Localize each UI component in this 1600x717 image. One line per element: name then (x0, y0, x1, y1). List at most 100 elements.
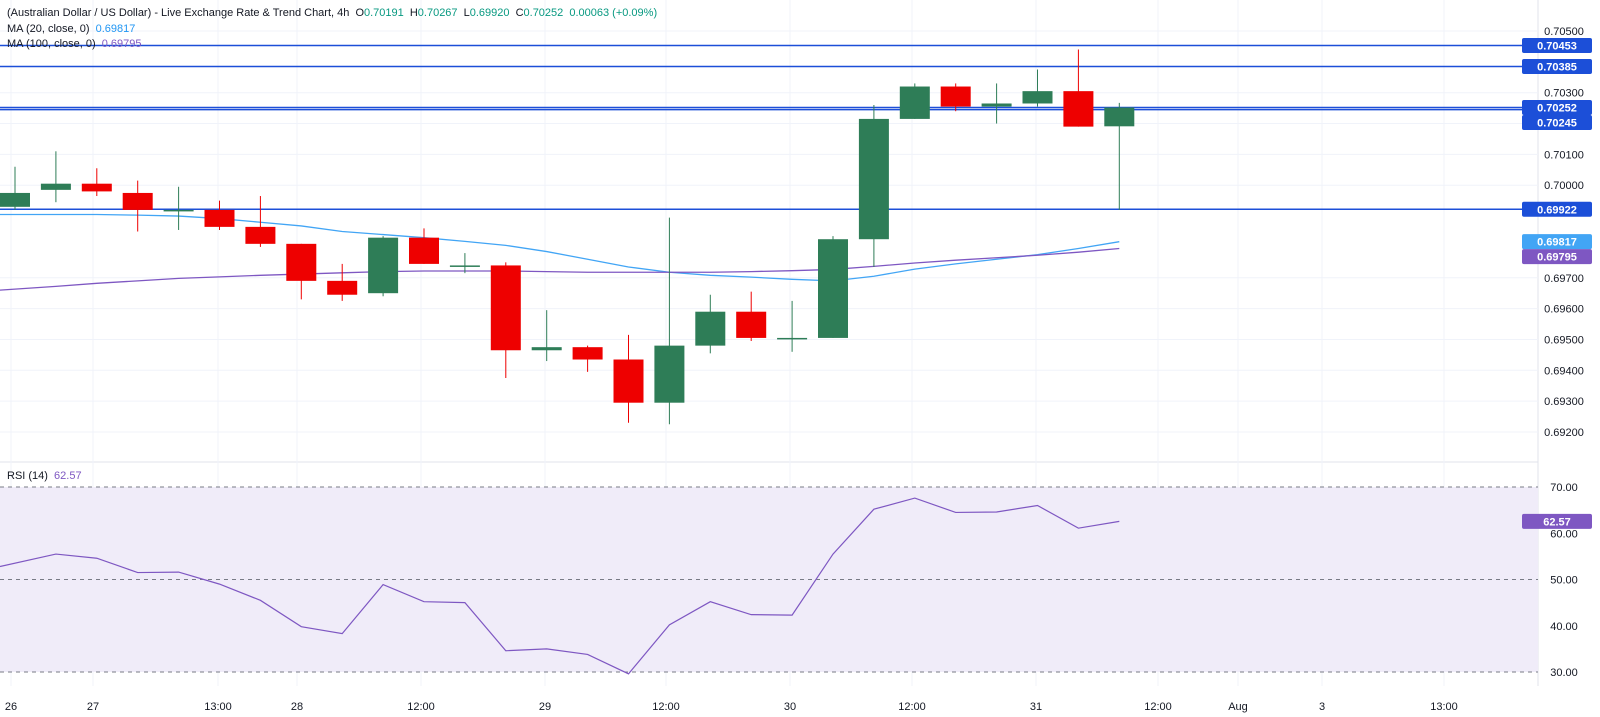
ma100-legend: MA (100, close, 0) 0.69795 (7, 37, 144, 52)
close-label: C (515, 7, 524, 19)
high-label: H (409, 7, 418, 19)
candle-body (490, 265, 521, 351)
rsi-legend: RSI (14) 62.57 (7, 469, 85, 484)
candle-body (327, 280, 358, 295)
low-value: 0.69920 (469, 7, 510, 19)
price-tag-label: 0.69817 (1537, 237, 1577, 249)
rsi-line (0, 497, 1120, 675)
rsi-tick-label: 60.00 (1550, 528, 1578, 540)
price-tick-label: 0.69300 (1544, 396, 1584, 408)
price-tick-label: 0.70300 (1544, 88, 1584, 100)
change-value: 0.00063 (+0.09%) (569, 7, 658, 19)
price-tags: 0.70453 0.70385 0.70252 0.70245 0.69922 0.698… (1522, 37, 1592, 529)
rsi-tag (1522, 513, 1592, 529)
time-tick-label: 27 (87, 701, 99, 713)
time-tick-label: 31 (1030, 701, 1042, 713)
price-tag-label: 0.69922 (1537, 204, 1577, 216)
candle-body (695, 311, 726, 346)
low-label: L (463, 7, 470, 19)
price-tick-label: 0.70500 (1544, 26, 1584, 38)
ma20-line (0, 213, 1120, 282)
time-tick-label: 12:00 (898, 701, 926, 713)
symbol-title: (Australian Dollar / US Dollar) - Live E… (7, 7, 350, 19)
rsi-pane (0, 486, 1538, 675)
time-tick-label: 28 (291, 701, 303, 713)
axes: 0.705000.703000.702000.701000.700000.697… (5, 26, 1584, 713)
time-tick-label: 12:00 (407, 701, 435, 713)
candle-body (818, 239, 848, 338)
candle-body (531, 347, 562, 351)
price-tag (1522, 249, 1592, 265)
rsi-tick-label: 30.00 (1550, 667, 1578, 679)
rsi-tick-label: 40.00 (1550, 621, 1578, 633)
time-tick-label: 13:00 (204, 701, 232, 713)
candle-body (899, 86, 930, 119)
candle-body (981, 103, 1012, 107)
time-tick-label: 3 (1319, 701, 1325, 713)
time-tick-label: 12:00 (652, 701, 680, 713)
moving-averages (0, 213, 1120, 291)
price-tag-label: 0.70252 (1537, 102, 1577, 114)
price-tag (1522, 58, 1592, 74)
rsi-value: 62.57 (54, 470, 82, 482)
price-tag (1522, 37, 1592, 53)
candle-body (286, 243, 317, 281)
price-tag (1522, 201, 1592, 217)
candle-body (858, 118, 889, 240)
rsi-tick-label: 70.00 (1550, 482, 1578, 494)
candle-body (736, 311, 767, 338)
time-tick-label: Aug (1228, 701, 1248, 713)
symbol-legend: (Australian Dollar / US Dollar) - Live E… (7, 6, 660, 21)
price-tick-label: 0.69700 (1544, 273, 1584, 285)
ma20-value: 0.69817 (95, 23, 136, 35)
candle-body (777, 337, 808, 340)
candle-body (81, 183, 112, 192)
candle-body (40, 183, 71, 190)
price-tick-label: 0.70100 (1544, 149, 1584, 161)
ma100-label: MA (100, close, 0) (7, 38, 96, 50)
candle-body (572, 347, 603, 360)
candle-body (1104, 107, 1135, 127)
price-tick-label: 0.69500 (1544, 334, 1584, 346)
ma100-line (0, 247, 1120, 291)
rsi-label: RSI (14) (7, 470, 48, 482)
horizontal-levels (0, 44, 1538, 211)
price-tag-label: 0.69795 (1537, 252, 1577, 264)
price-tick-label: 0.69200 (1544, 427, 1584, 439)
candle-body (1022, 91, 1053, 104)
price-tick-label: 0.70000 (1544, 180, 1584, 192)
candle-body (1063, 91, 1094, 127)
time-tick-label: 29 (539, 701, 551, 713)
close-value: 0.70252 (523, 7, 564, 19)
time-tick-label: 12:00 (1144, 701, 1172, 713)
candle-body (654, 345, 685, 403)
price-tag-label: 0.70245 (1537, 117, 1577, 129)
candle-body (613, 359, 644, 403)
candle-body (245, 226, 276, 244)
price-tag (1522, 234, 1592, 250)
candlesticks (0, 49, 1135, 425)
rsi-tag-label: 62.57 (1543, 516, 1571, 528)
candle-body (0, 192, 30, 207)
price-tag (1522, 114, 1592, 130)
high-value: 0.70267 (417, 7, 458, 19)
time-tick-label: 30 (784, 701, 796, 713)
price-tag (1522, 99, 1592, 115)
open-value: 0.70191 (364, 7, 404, 19)
candle-body (122, 192, 153, 210)
time-tick-label: 13:00 (1430, 701, 1458, 713)
candle-body (409, 237, 439, 264)
price-tag-label: 0.70385 (1537, 61, 1577, 73)
price-tick-label: 0.69400 (1544, 365, 1584, 377)
rsi-tick-label: 50.00 (1550, 575, 1578, 587)
ma20-legend: MA (20, close, 0) 0.69817 (7, 22, 138, 37)
time-tick-label: 26 (5, 701, 17, 713)
candle-body (163, 209, 194, 212)
candle-body (449, 265, 480, 267)
open-label: O (355, 7, 364, 19)
candle-body (940, 86, 971, 107)
ma100-value: 0.69795 (101, 38, 142, 50)
candle-body (368, 237, 399, 294)
ma20-label: MA (20, close, 0) (7, 23, 90, 35)
